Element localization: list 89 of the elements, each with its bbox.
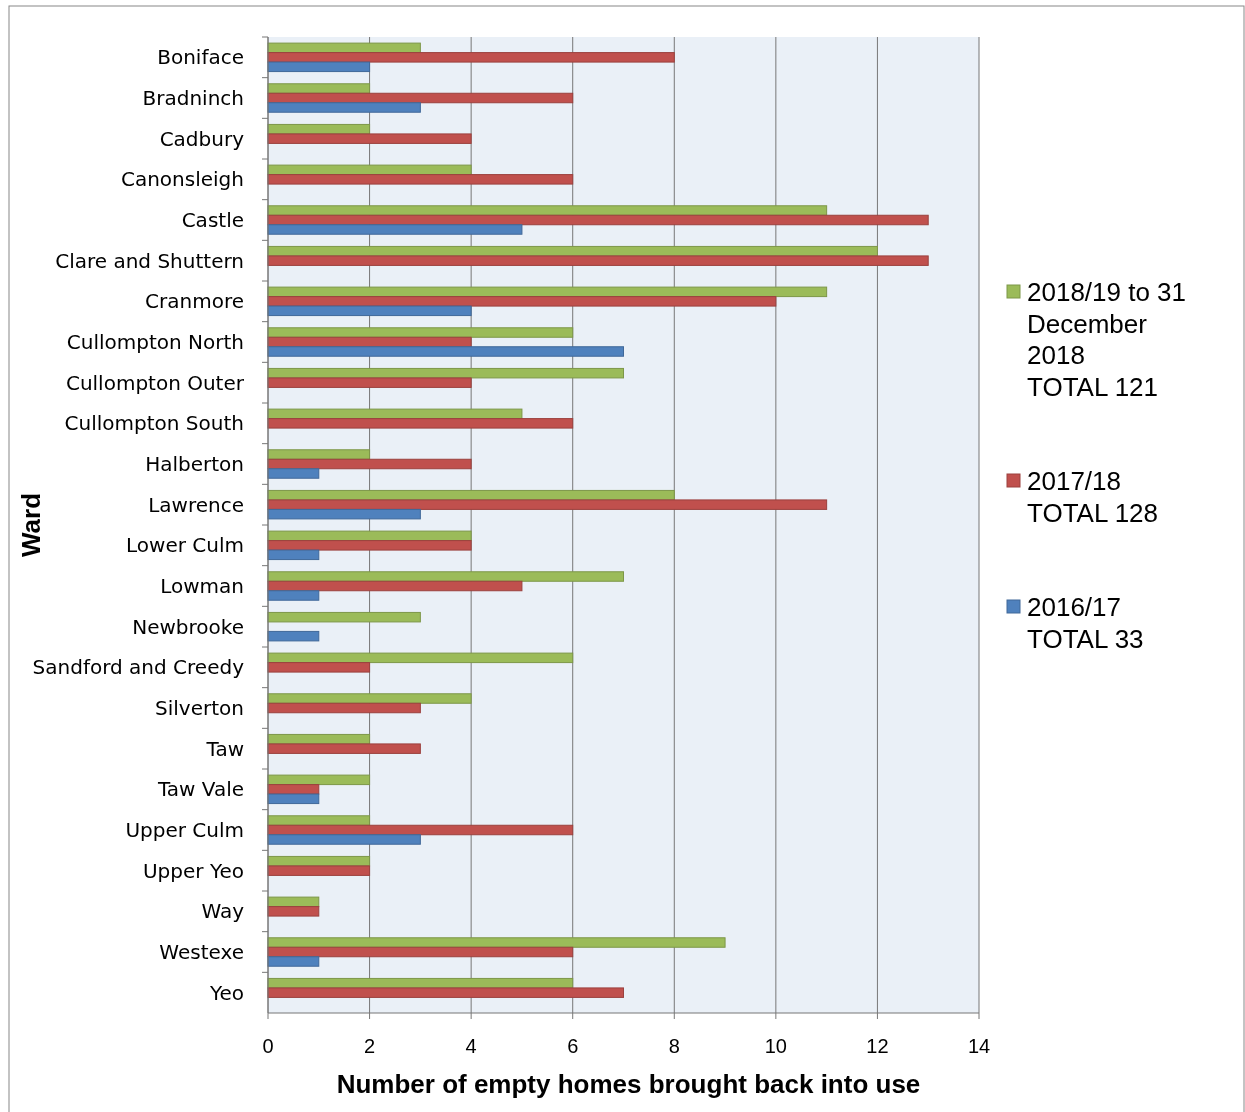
bar xyxy=(267,530,472,542)
bar xyxy=(267,174,574,185)
bar xyxy=(267,305,472,317)
y-tick-label: Upper Culm xyxy=(125,818,244,842)
bar xyxy=(267,793,320,805)
bar xyxy=(267,508,421,520)
bar xyxy=(267,458,472,470)
x-tick-label: 10 xyxy=(764,1035,787,1057)
y-tick-label: Cadbury xyxy=(159,126,245,151)
bar xyxy=(267,52,675,63)
bar xyxy=(267,906,320,917)
y-tick-label: Silverton xyxy=(155,696,244,720)
y-tick-label: Taw Vale xyxy=(156,777,244,802)
y-tick-label: Castle xyxy=(181,208,244,232)
bar xyxy=(267,956,320,967)
y-tick-label: Canonsleigh xyxy=(120,167,244,192)
x-tick-label: 14 xyxy=(967,1035,991,1057)
bar xyxy=(267,418,574,429)
x-tick-label: 12 xyxy=(866,1035,889,1057)
bar xyxy=(267,693,472,704)
x-tick-label: 2 xyxy=(364,1035,376,1057)
bar xyxy=(267,92,574,104)
bar xyxy=(267,702,421,714)
bar xyxy=(267,611,421,623)
y-tick-label: Bradninch xyxy=(142,86,244,110)
bar xyxy=(267,630,320,642)
bar xyxy=(267,83,371,94)
bar xyxy=(267,896,320,908)
bar xyxy=(267,346,624,357)
x-tick-label: 6 xyxy=(567,1035,579,1057)
bar xyxy=(267,296,777,307)
y-tick-label: Cranmore xyxy=(145,289,244,314)
bar xyxy=(267,367,624,379)
y-tick-label: Cullompton Outer xyxy=(65,370,245,395)
y-tick-label: Cullompton North xyxy=(66,330,244,354)
bar xyxy=(267,652,574,664)
bar xyxy=(267,468,320,479)
bar xyxy=(267,102,421,113)
bar xyxy=(267,571,624,582)
y-tick-label: Lawrence xyxy=(148,492,244,517)
bar xyxy=(267,937,726,948)
y-axis-title: Ward xyxy=(16,492,46,558)
bar xyxy=(267,946,574,958)
bar xyxy=(267,774,371,786)
bar xyxy=(267,743,421,754)
bar xyxy=(267,590,320,601)
bar xyxy=(267,42,421,54)
bar xyxy=(267,327,574,338)
bar xyxy=(267,549,320,561)
bar xyxy=(267,540,472,551)
y-tick-label: Lower Culm xyxy=(126,533,244,558)
x-tick-label: 4 xyxy=(465,1035,477,1057)
y-tick-label: Cullompton South xyxy=(64,411,244,436)
y-tick-label: Westexe xyxy=(159,940,244,964)
bar xyxy=(267,815,371,826)
x-tick-label: 8 xyxy=(668,1035,680,1057)
bar xyxy=(267,408,523,420)
bar xyxy=(267,834,421,845)
bar xyxy=(267,224,523,235)
y-tick-label: Upper Yeo xyxy=(142,858,244,883)
y-tick-label: Way xyxy=(201,899,245,924)
bar xyxy=(267,214,929,226)
y-tick-label: Clare and Shuttern xyxy=(55,248,244,273)
y-tick-label: Sandford and Creedy xyxy=(32,655,245,680)
bar xyxy=(267,499,828,510)
bar xyxy=(267,824,574,836)
x-tick-label: 0 xyxy=(262,1035,274,1057)
bar xyxy=(267,164,472,176)
bar xyxy=(267,255,929,266)
legend-label: 2016/17 TOTAL 33 xyxy=(1027,592,1144,654)
bar xyxy=(267,865,371,876)
bar xyxy=(267,449,371,460)
bar xyxy=(267,377,472,388)
legend-label: 2018/19 to 31 December 2018 TOTAL 121 xyxy=(1027,277,1187,402)
y-tick-label: Boniface xyxy=(157,45,244,70)
bar xyxy=(267,61,371,73)
y-tick-label: Lowman xyxy=(160,574,244,598)
bar xyxy=(267,286,828,298)
legend-label: 2017/18 TOTAL 128 xyxy=(1027,466,1159,528)
y-tick-label: Halberton xyxy=(145,452,244,476)
bar xyxy=(267,580,523,592)
y-tick-label: Newbrooke xyxy=(132,614,244,639)
bar xyxy=(267,662,371,673)
bar xyxy=(267,205,828,216)
y-tick-label: Yeo xyxy=(208,980,244,1005)
y-tick-label: Taw xyxy=(205,736,244,761)
bar xyxy=(267,133,472,144)
x-axis-title: Number of empty homes brought back into use xyxy=(336,1069,921,1099)
bar xyxy=(267,987,624,998)
